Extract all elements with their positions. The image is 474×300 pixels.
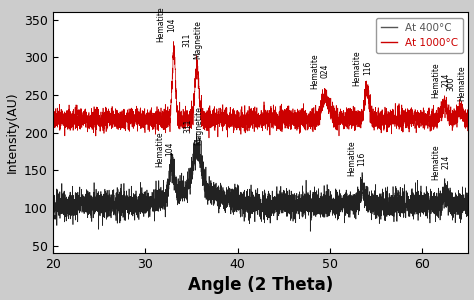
Text: Hematite
116: Hematite 116 [353, 50, 372, 86]
Text: Hematite
214: Hematite 214 [431, 144, 450, 180]
Text: Hematite
104: Hematite 104 [157, 7, 176, 42]
Y-axis label: Intensity(AU): Intensity(AU) [6, 92, 18, 173]
X-axis label: Angle (2 Theta): Angle (2 Theta) [188, 276, 333, 294]
Text: Hematite
104: Hematite 104 [155, 131, 174, 167]
Legend: At 400°C, At 1000°C: At 400°C, At 1000°C [376, 17, 463, 53]
Text: Hematite
116: Hematite 116 [347, 141, 366, 176]
Text: Hematite
024: Hematite 024 [310, 53, 329, 89]
Text: 300
Hematite: 300 Hematite [447, 65, 466, 101]
Text: 311
Magnetite: 311 Magnetite [183, 106, 203, 146]
Text: 311
Magnetite: 311 Magnetite [182, 20, 202, 59]
Text: Hematite
214: Hematite 214 [431, 62, 450, 98]
